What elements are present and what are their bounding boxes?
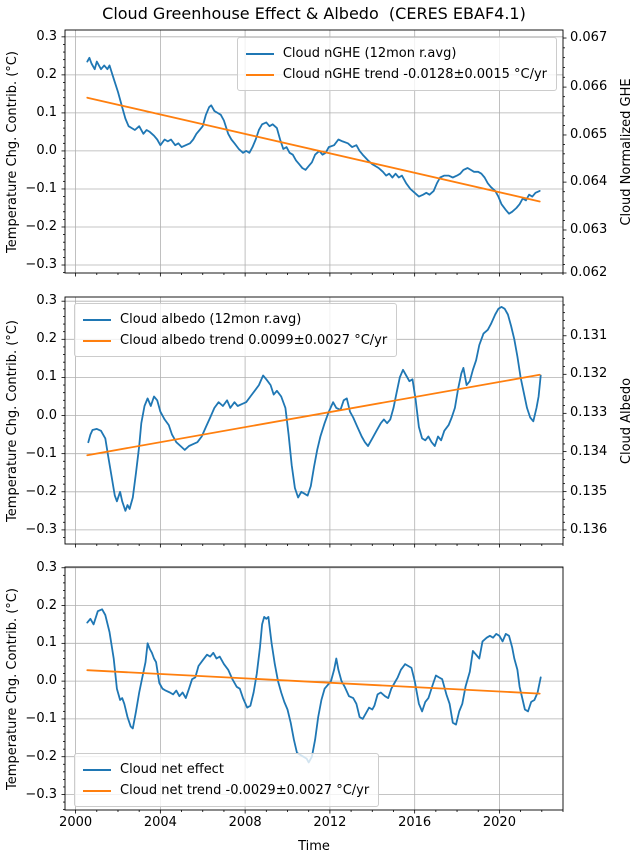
x-axis-label: Time	[298, 839, 330, 854]
right-tick-label: 0.066	[570, 79, 608, 95]
y-tick-label: −0.1	[25, 445, 57, 461]
x-tick-label: 2012	[313, 815, 347, 830]
right-tick-label: 0.064	[570, 174, 608, 190]
legend-item-label: Cloud net trend -0.0029±0.0027 °C/yr	[120, 783, 370, 798]
right-tick-label: 0.134	[570, 443, 608, 459]
series-line-1-2	[86, 96, 541, 203]
right-tick-label: 0.136	[570, 521, 608, 537]
y-tick-label: 0.3	[36, 559, 57, 575]
y-tick-label: −0.1	[25, 180, 57, 196]
y-tick-label: 0.3	[36, 28, 57, 44]
right-axis-label-2: Cloud Albedo	[619, 377, 634, 464]
series-line-2-2	[86, 373, 541, 457]
y-tick-label: −0.2	[25, 748, 57, 764]
series-line-1-1	[86, 56, 541, 215]
right-tick-label: 0.062	[570, 265, 608, 280]
plot-border-1	[64, 29, 564, 274]
y-tick-label: 0.1	[36, 635, 57, 651]
y-tick-label: −0.3	[25, 786, 57, 802]
legend-item-label: Cloud nGHE trend -0.0128±0.0015 °C/yr	[282, 67, 547, 82]
series-line-3-2	[86, 669, 541, 695]
right-tick-label: 0.067	[570, 30, 608, 46]
figure-title: Cloud Greenhouse Effect & Albedo (CERES …	[102, 4, 526, 23]
y-tick-label: 0.3	[36, 293, 57, 309]
right-tick-label: 0.135	[570, 483, 608, 499]
legend-item: Cloud nGHE trend -0.0128±0.0015 °C/yr	[245, 64, 547, 85]
x-tick-label: 2000	[59, 815, 93, 830]
y-tick-label: 0.1	[36, 369, 57, 385]
x-tick-label: 2020	[482, 815, 516, 830]
y-tick-label: 0.0	[36, 673, 57, 689]
legend-item-label: Cloud albedo trend 0.0099±0.0027 °C/yr	[120, 333, 388, 348]
legend-item-label: Cloud nGHE (12mon r.avg)	[282, 46, 457, 61]
legend-line-sample	[245, 73, 274, 76]
right-axis-label-1: Cloud Normalized GHE	[619, 77, 634, 226]
series-line-2-1	[87, 306, 542, 512]
series-line-3-1	[86, 608, 542, 764]
y-tick-label: 0.2	[36, 597, 57, 613]
legend-item: Cloud albedo (12mon r.avg)	[83, 309, 387, 330]
y-tick-label: 0.2	[36, 66, 57, 82]
legend-3: Cloud net effect Cloud net trend -0.0029±…	[74, 753, 380, 807]
left-axis-label-3: Temperature Chg. Contrib. (°C)	[5, 587, 20, 790]
right-tick-label: 0.132	[570, 366, 608, 382]
y-tick-label: −0.2	[25, 218, 57, 234]
legend-line-sample	[83, 789, 111, 792]
right-tick-label: 0.131	[570, 327, 608, 343]
legend-item: Cloud net effect	[83, 759, 369, 780]
legend-line-sample	[83, 768, 111, 771]
legend-line-sample	[83, 318, 111, 321]
y-tick-label: −0.1	[25, 710, 57, 726]
y-tick-label: −0.2	[25, 483, 57, 499]
plot-border-2	[64, 296, 564, 545]
legend-item: Cloud nGHE (12mon r.avg)	[245, 43, 547, 64]
right-tick-label: 0.065	[570, 126, 608, 142]
y-tick-label: 0.0	[36, 142, 57, 158]
legend-line-sample	[83, 339, 111, 342]
x-tick-label: 2016	[398, 815, 432, 830]
legend-item-label: Cloud albedo (12mon r.avg)	[120, 312, 302, 327]
legend-item: Cloud albedo trend 0.0099±0.0027 °C/yr	[83, 330, 387, 351]
legend-2: Cloud albedo (12mon r.avg) Cloud albedo t…	[74, 303, 398, 357]
left-axis-label-2: Temperature Chg. Contrib. (°C)	[5, 319, 20, 522]
x-tick-label: 2008	[228, 815, 262, 830]
legend-1: Cloud nGHE (12mon r.avg) Cloud nGHE trend…	[236, 37, 557, 91]
legend-item: Cloud net trend -0.0029±0.0027 °C/yr	[83, 780, 369, 801]
subplot-2	[61, 296, 567, 548]
x-tick-label: 2004	[143, 815, 177, 830]
right-tick-label: 0.063	[570, 221, 608, 237]
y-tick-label: −0.3	[25, 257, 57, 272]
right-tick-label: 0.133	[570, 405, 608, 421]
y-tick-label: 0.0	[36, 407, 57, 423]
legend-item-label: Cloud net effect	[120, 762, 224, 777]
y-tick-label: −0.3	[25, 521, 57, 537]
y-tick-label: 0.2	[36, 331, 57, 347]
y-tick-label: 0.1	[36, 104, 57, 120]
legend-line-sample	[245, 52, 274, 55]
left-axis-label-1: Temperature Chg. Contrib. (°C)	[5, 50, 20, 253]
